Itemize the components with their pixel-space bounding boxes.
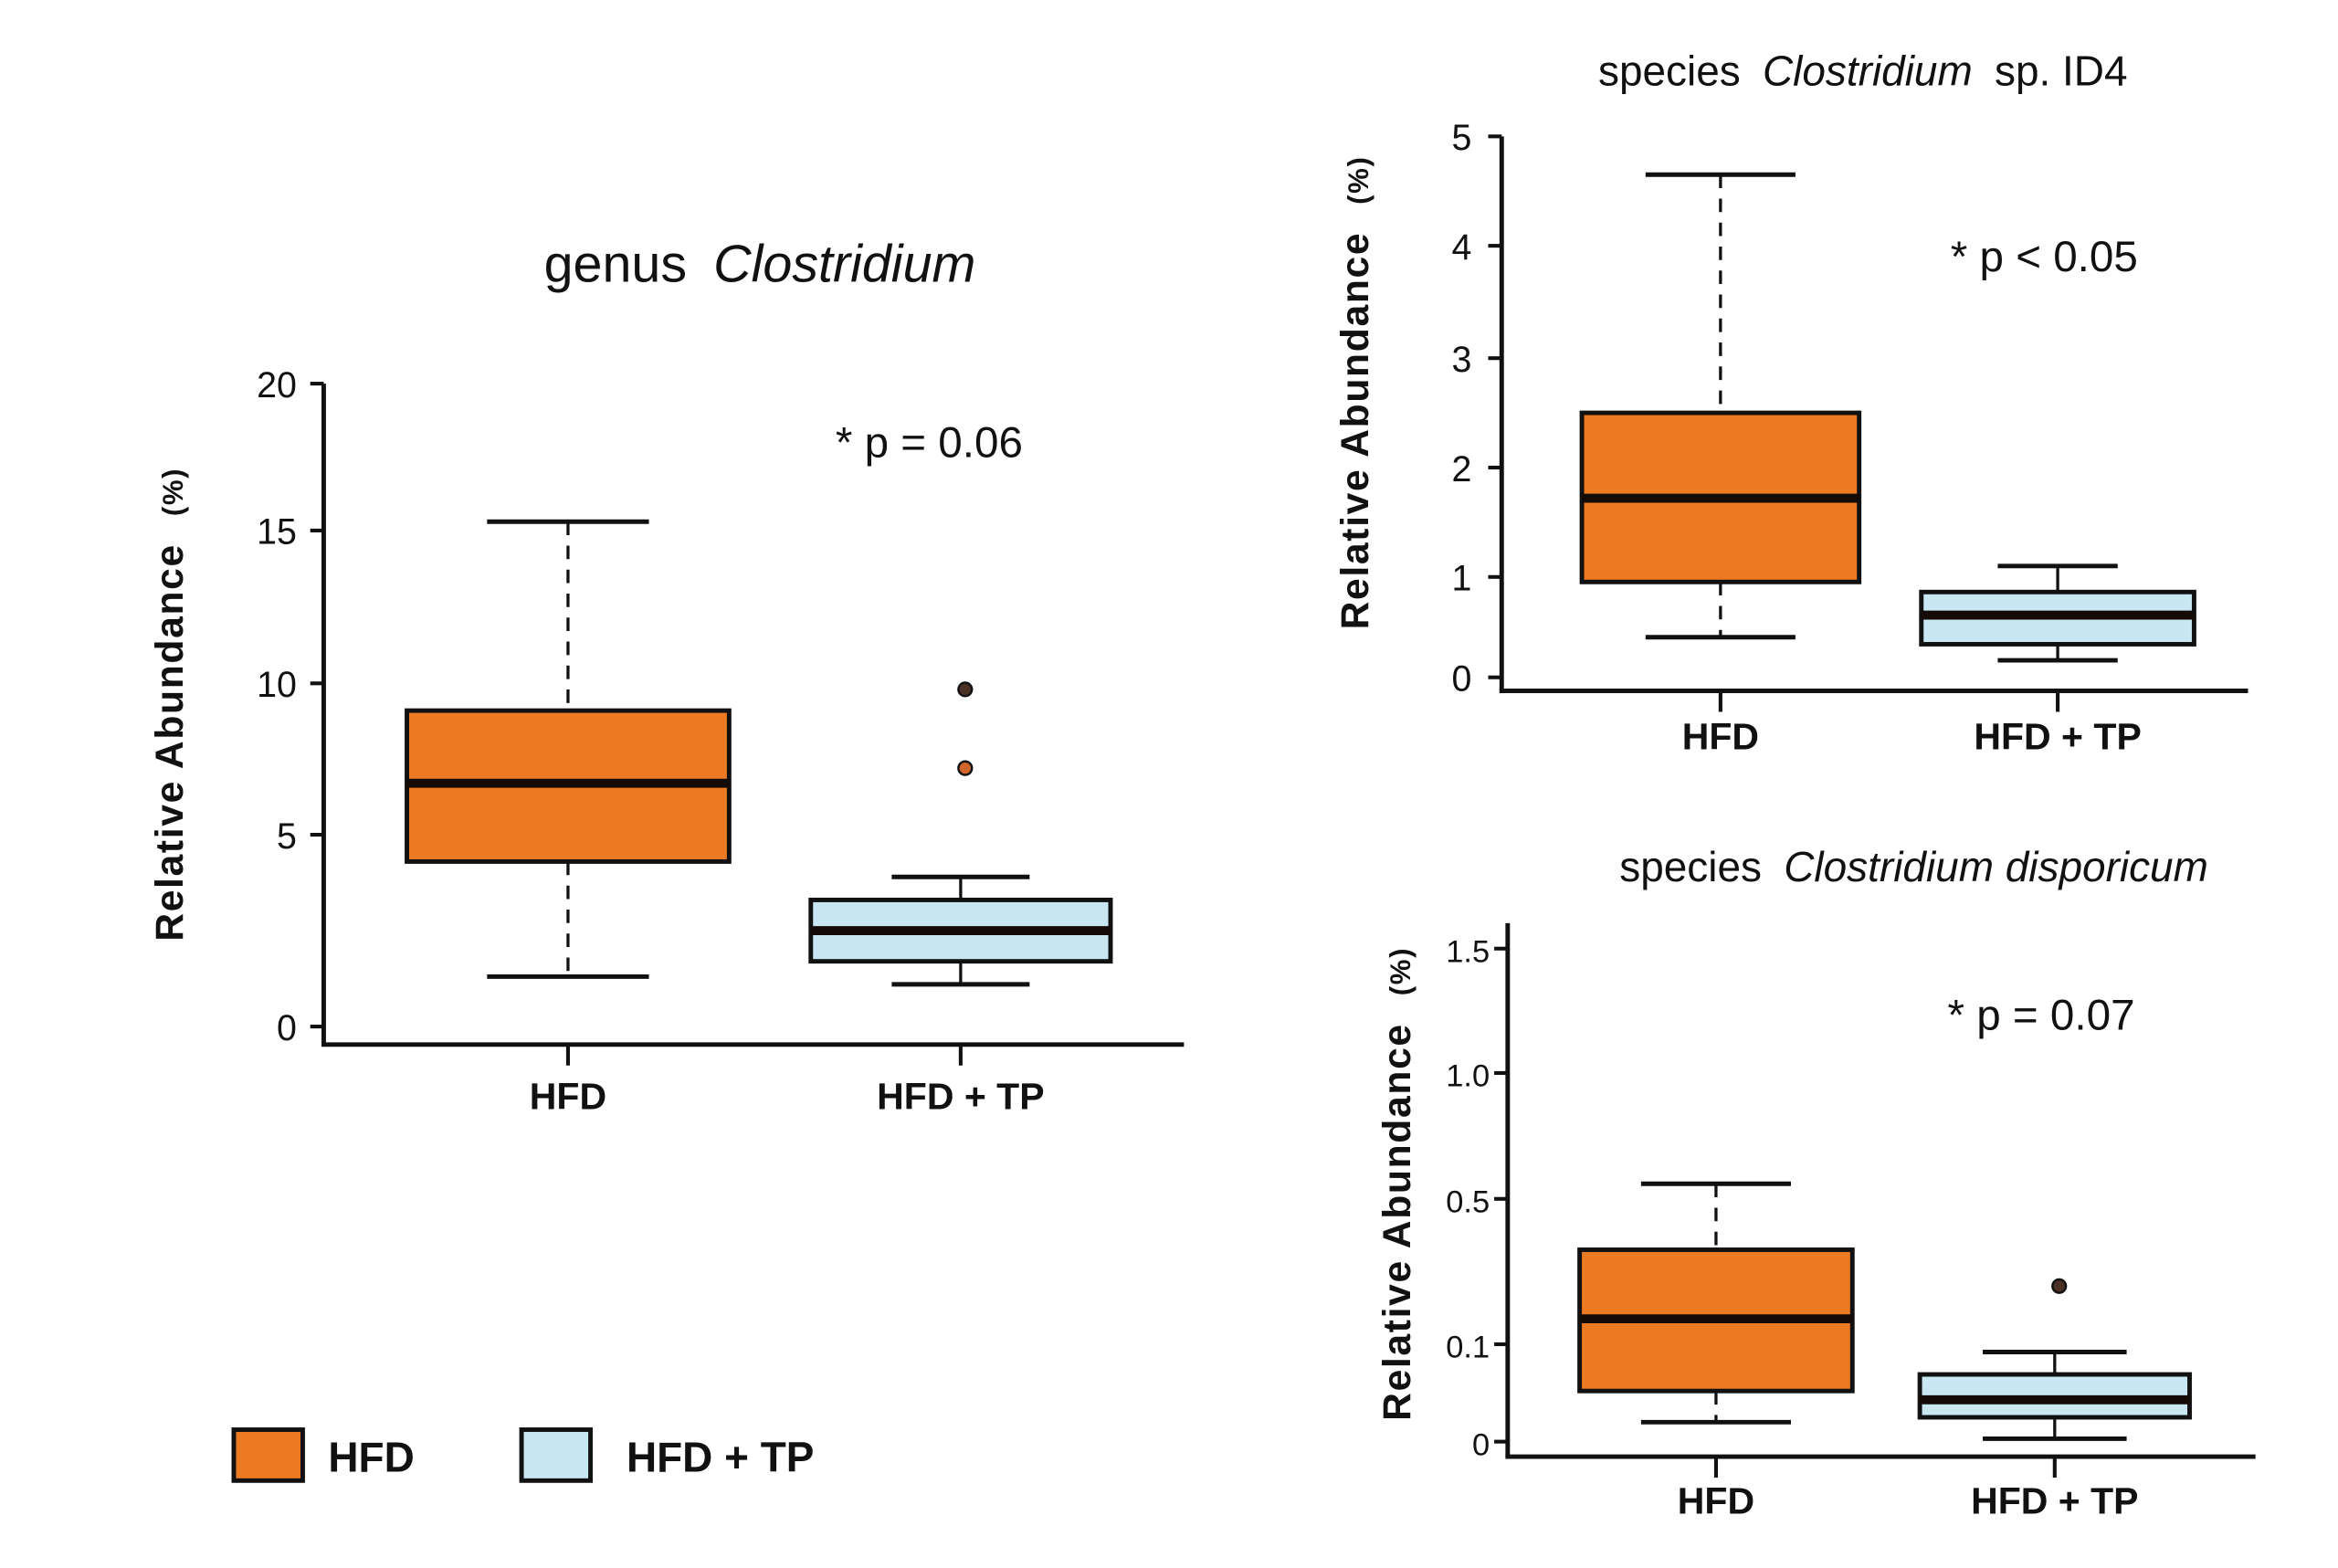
legend-swatch-hfd-tp (519, 1427, 594, 1483)
y-tick-label: 0 (277, 1008, 297, 1048)
outlier-point (2051, 1278, 2068, 1294)
y-tick-label: 3 (1452, 340, 1472, 380)
title-taxon: Clostridium (1763, 47, 1973, 95)
svg-text:Relative Abundance (: Relative Abundance (%) (1333, 155, 1377, 629)
y-tick-label: 5 (277, 816, 297, 857)
x-tick-label: HFD + TP (1974, 716, 2141, 758)
box-hfd (1579, 172, 1862, 640)
title-taxon: Clostridium (713, 236, 975, 294)
y-tick-label: 0 (1472, 1427, 1490, 1462)
box-hfd-tp (1919, 563, 2196, 663)
y-tick-label: 10 (257, 665, 297, 705)
x-tick-label: HFD (1682, 716, 1759, 758)
y-tick-label: 2 (1452, 449, 1472, 489)
box-hfd-tp (808, 681, 1113, 987)
svg-text:Relative Abundance (: Relative Abundance (%) (148, 468, 192, 942)
legend-swatch-hfd (231, 1427, 305, 1483)
y-axis-unit: (%) (1385, 947, 1416, 995)
axes: 0 0.1 0.5 1.0 1.5 HFD HFD + TP (1446, 922, 2256, 1521)
title-prefix: genus (544, 236, 687, 294)
x-tick-label: HFD (1678, 1479, 1754, 1521)
y-axis-title: Relative Abundance (%) (1375, 947, 1419, 1421)
panel-genus: genus Clostridium * p = 0.06 Relative Ab… (148, 236, 1185, 1117)
axes: 0 1 2 3 4 5 HFD HFD + TP (1452, 118, 2248, 758)
title-prefix: species (1619, 843, 1762, 890)
legend-label-hfd: HFD (328, 1433, 414, 1480)
panel-species-id4: species Clostridium sp. ID4 * p < 0.05 R… (1333, 47, 2248, 758)
y-tick-label: 0 (1452, 659, 1472, 700)
y-tick-label: 1.5 (1446, 935, 1490, 970)
p-value-annotation: * p = 0.06 (836, 419, 1023, 468)
title-taxon: Clostridium disporicum (1784, 843, 2208, 890)
y-tick-label: 4 (1452, 227, 1472, 268)
box-hfd (405, 519, 732, 979)
y-tick-label: 1 (1452, 559, 1472, 599)
y-tick-label: 15 (257, 512, 297, 552)
axes: 0 5 10 15 20 HFD HFD + TP (257, 365, 1185, 1117)
panel-title: genus Clostridium (544, 236, 976, 294)
title-suffix: sp. ID4 (1995, 47, 2128, 95)
p-value-annotation: * p < 0.05 (1951, 233, 2138, 281)
x-tick-label: HFD + TP (877, 1075, 1044, 1117)
box-hfd-tp (1917, 1278, 2192, 1441)
y-axis-unit: (%) (1343, 155, 1374, 204)
y-axis-unit: (%) (157, 468, 189, 516)
title-prefix: species (1598, 47, 1741, 95)
y-axis-label: Relative Abundance (1333, 232, 1377, 630)
y-axis-title: Relative Abundance (%) (1333, 155, 1377, 629)
y-axis-title: Relative Abundance (%) (148, 468, 192, 942)
outlier-point (957, 681, 974, 698)
panel-species-disporicum: species Clostridium disporicum * p = 0.0… (1375, 843, 2256, 1521)
y-tick-label: 1.0 (1446, 1059, 1490, 1094)
panel-title: species Clostridium sp. ID4 (1598, 47, 2128, 95)
y-axis-label: Relative Abundance (148, 543, 192, 942)
outlier-point (957, 760, 974, 776)
y-tick-label: 20 (257, 365, 297, 405)
y-tick-label: 0.1 (1446, 1331, 1490, 1365)
x-tick-label: HFD + TP (1971, 1479, 2138, 1521)
legend-label-hfd-tp: HFD + TP (627, 1433, 814, 1480)
p-value-annotation: * p = 0.07 (1948, 991, 2135, 1039)
legend: HFD HFD + TP (231, 1427, 814, 1483)
boxes (1579, 172, 2196, 663)
panel-title: species Clostridium disporicum (1619, 843, 2208, 890)
y-tick-label: 5 (1452, 118, 1472, 158)
x-tick-label: HFD (530, 1075, 606, 1117)
y-axis-label: Relative Abundance (1375, 1023, 1419, 1421)
svg-text:Relative Abundance (: Relative Abundance (%) (1375, 947, 1419, 1421)
y-tick-label: 0.5 (1446, 1185, 1490, 1220)
boxes (1577, 1181, 2192, 1441)
box-hfd (1577, 1181, 1855, 1425)
boxes (405, 519, 1113, 987)
